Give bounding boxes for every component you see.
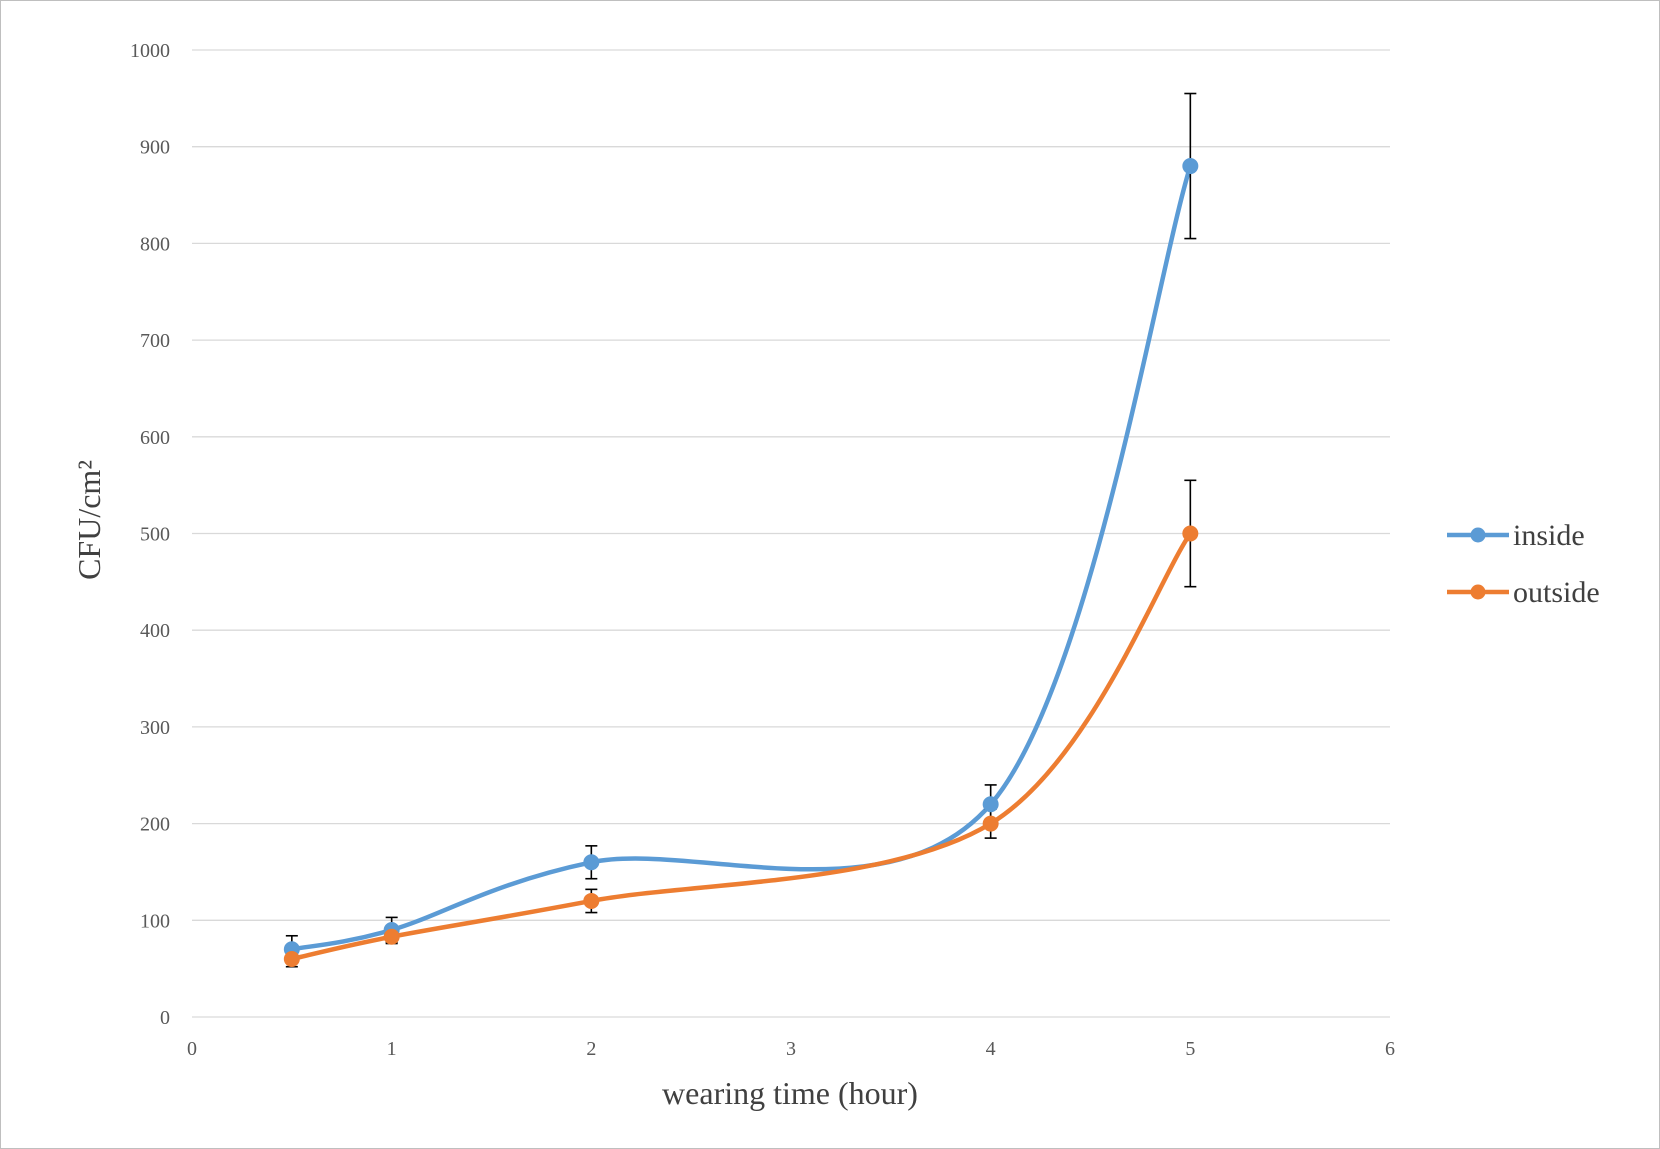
error-bars bbox=[285, 92, 1197, 968]
y-axis-ticks: 0 100 200 300 400 500 600 700 800 900 1000 bbox=[130, 40, 170, 1029]
y-tick-label-200: 200 bbox=[140, 814, 170, 836]
legend-label-inside: inside bbox=[1513, 519, 1585, 552]
legend-label-outside: outside bbox=[1513, 576, 1600, 609]
x-tick-label-6: 6 bbox=[1385, 1038, 1395, 1060]
y-tick-label-1000: 1000 bbox=[130, 40, 170, 62]
data-point-outside-5 bbox=[1182, 525, 1199, 542]
x-tick-label-0: 0 bbox=[187, 1038, 197, 1060]
data-markers bbox=[283, 158, 1199, 967]
gridlines bbox=[192, 49, 1390, 1018]
y-tick-label-100: 100 bbox=[140, 910, 170, 932]
x-tick-label-2: 2 bbox=[586, 1038, 596, 1060]
y-tick-label-500: 500 bbox=[140, 524, 170, 546]
y-tick-label-400: 400 bbox=[140, 620, 170, 642]
x-tick-label-4: 4 bbox=[986, 1038, 996, 1060]
data-point-inside-4 bbox=[982, 796, 999, 813]
y-tick-label-300: 300 bbox=[140, 717, 170, 739]
legend-marker-inside bbox=[1470, 527, 1486, 543]
y-tick-label-800: 800 bbox=[140, 233, 170, 255]
data-point-inside-2 bbox=[583, 854, 600, 871]
x-tick-label-3: 3 bbox=[786, 1038, 796, 1060]
y-tick-label-0: 0 bbox=[160, 1007, 170, 1029]
series-line-inside bbox=[289, 163, 1193, 952]
data-point-outside-2 bbox=[583, 892, 600, 909]
data-point-outside-4 bbox=[982, 815, 999, 832]
x-axis-ticks: 0 1 2 3 4 5 6 bbox=[187, 1038, 1395, 1060]
series-line-outside bbox=[289, 531, 1193, 962]
y-tick-label-900: 900 bbox=[140, 137, 170, 159]
x-axis-title: wearing time (hour) bbox=[662, 1075, 918, 1111]
y-tick-label-700: 700 bbox=[140, 330, 170, 352]
data-point-inside-5 bbox=[1182, 158, 1199, 175]
y-tick-label-600: 600 bbox=[140, 427, 170, 449]
y-axis-title: CFU/cm² bbox=[71, 460, 107, 580]
data-point-outside-0.5 bbox=[283, 950, 300, 967]
x-tick-label-5: 5 bbox=[1185, 1038, 1195, 1060]
legend-marker-outside bbox=[1470, 584, 1486, 600]
data-point-outside-1 bbox=[383, 928, 400, 945]
series-group bbox=[289, 163, 1193, 962]
x-tick-label-1: 1 bbox=[387, 1038, 397, 1060]
legend: inside outside bbox=[1447, 519, 1600, 609]
